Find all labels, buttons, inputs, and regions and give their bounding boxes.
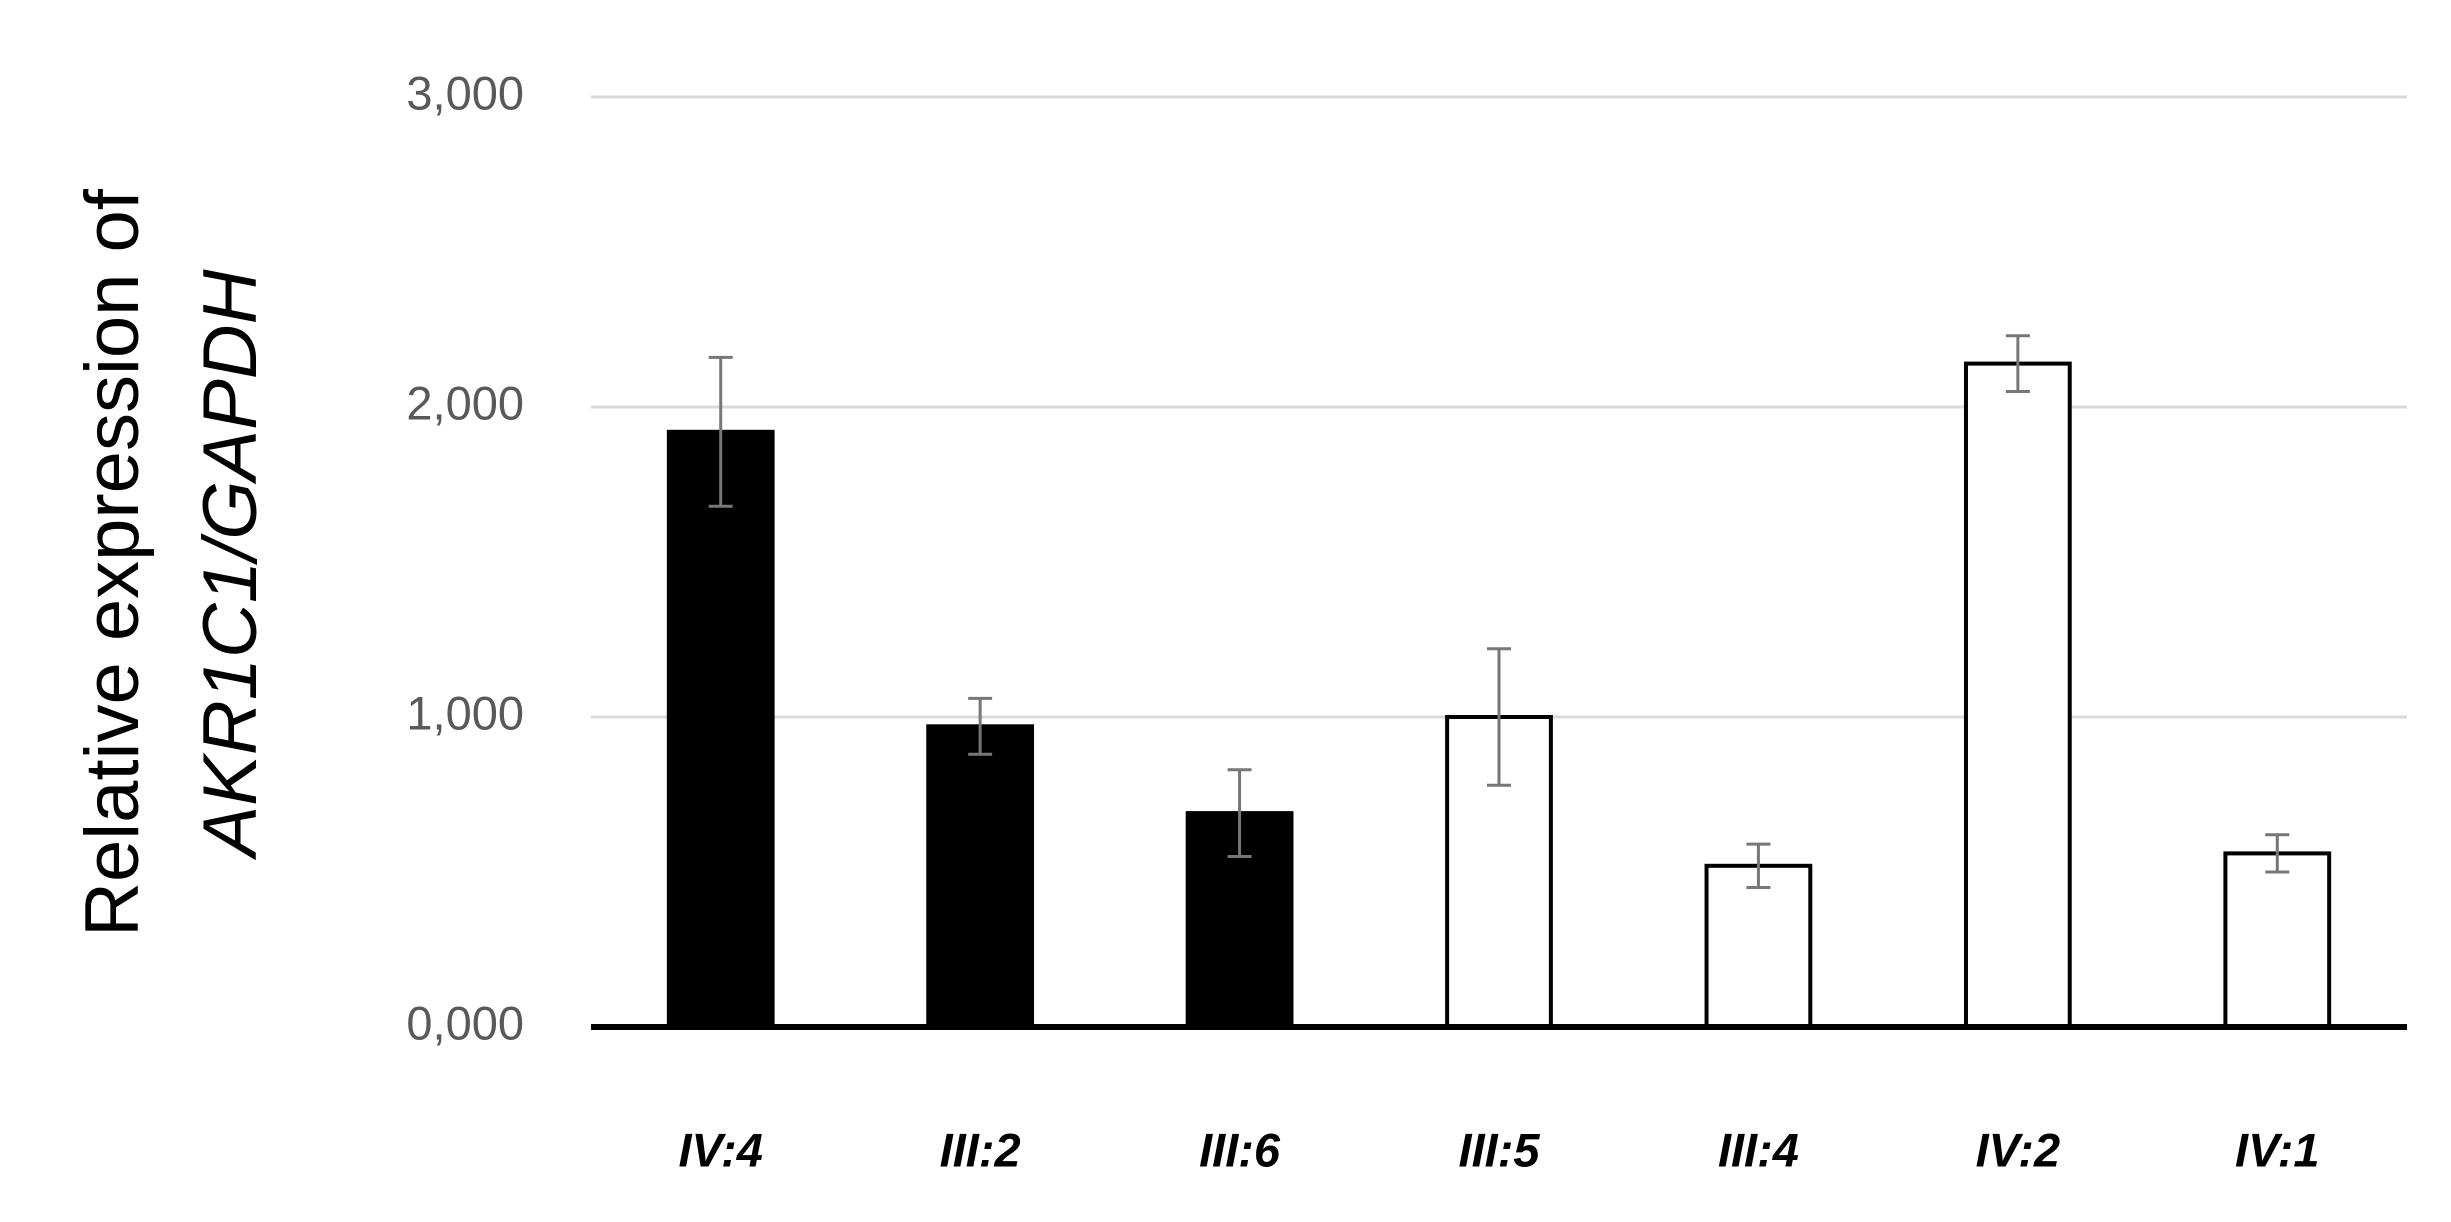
x-tick-label: IV:2 bbox=[1976, 1123, 2060, 1176]
bar bbox=[666, 429, 775, 1029]
error-bar bbox=[2005, 334, 2030, 393]
bar bbox=[2223, 851, 2332, 1030]
error-bar bbox=[1487, 647, 1511, 787]
error-bar bbox=[1746, 842, 1771, 889]
x-tick-label: III:2 bbox=[940, 1123, 1021, 1176]
bar bbox=[1704, 863, 1813, 1029]
bar bbox=[1963, 361, 2072, 1030]
y-axis-label: Relative expression of bbox=[70, 188, 155, 937]
error-bar bbox=[1227, 768, 1252, 858]
y-tick-label: 0,000 bbox=[406, 996, 524, 1049]
y-tick-label: 1,000 bbox=[406, 686, 524, 739]
x-tick-label: III:4 bbox=[1718, 1123, 1799, 1176]
x-tick-label: III:6 bbox=[1199, 1123, 1281, 1176]
error-bar bbox=[708, 355, 733, 508]
x-tick-label: III:5 bbox=[1459, 1123, 1541, 1176]
x-tick-label: IV:4 bbox=[678, 1123, 762, 1176]
y-tick-label: 2,000 bbox=[406, 376, 524, 429]
error-bar bbox=[968, 696, 993, 756]
bar bbox=[926, 724, 1035, 1029]
x-tick-label: IV:1 bbox=[2235, 1123, 2319, 1176]
y-axis-label: AKR1C1/GAPDH bbox=[188, 269, 273, 860]
error-bar bbox=[2265, 833, 2290, 874]
y-tick-label: 3,000 bbox=[406, 66, 524, 119]
